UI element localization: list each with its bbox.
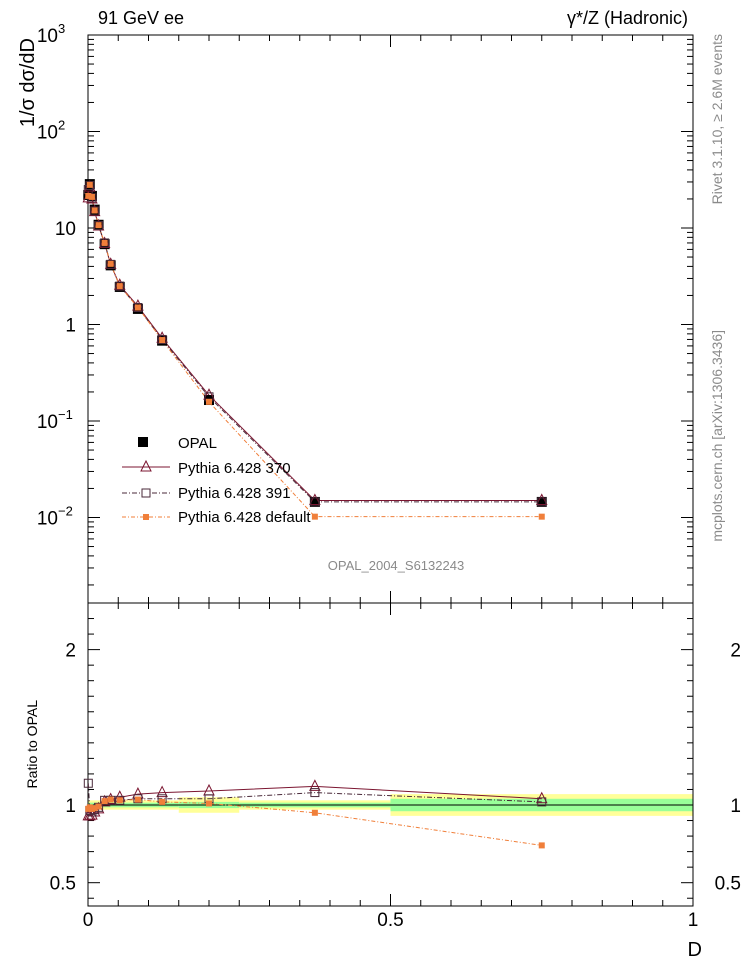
ratio-point-s2-12 <box>538 842 545 849</box>
ratio-point-s2-8 <box>134 796 141 803</box>
uncertainty-bands <box>88 794 693 816</box>
ratio-point-s2-3 <box>91 805 98 812</box>
main-point-s3-10 <box>206 398 212 405</box>
ratio-ytick-label-right: 1 <box>730 796 741 817</box>
main-point-s3-9 <box>159 337 166 344</box>
legend: OPAL Pythia 6.428 370 Pythia 6.428 391 P… <box>122 435 311 526</box>
legend-label-370: Pythia 6.428 370 <box>178 460 291 477</box>
main-ylabel: 1/σ dσ/dD <box>17 38 39 127</box>
axis-ticks <box>87 34 694 906</box>
main-point-s2-6 <box>106 259 116 269</box>
ratio-ylabel: Ratio to OPAL <box>24 700 40 789</box>
main-point-s2-8 <box>133 303 143 313</box>
main-ytick-label: 10 <box>55 219 76 240</box>
legend-label-opal: OPAL <box>178 435 217 452</box>
ratio-point-s0-10 <box>203 783 215 796</box>
main-ytick-label: 1 <box>65 315 76 336</box>
main-ytick-exponent: 2 <box>58 117 65 132</box>
ratio-point-s2-4 <box>95 803 102 810</box>
xtick-label: 0 <box>83 910 94 931</box>
main-point-s3-1 <box>86 181 93 188</box>
x-axis-label: D <box>688 939 702 961</box>
legend-marker-default <box>143 514 149 520</box>
legend-marker-370 <box>140 459 152 472</box>
ratio-point-s1-11 <box>310 788 320 798</box>
ratio-point-s2-9 <box>159 798 166 805</box>
main-point-s3-5 <box>101 239 108 246</box>
main-point-s3-7 <box>116 283 123 290</box>
main-point-s3-4 <box>95 222 102 229</box>
header-left: 91 GeV ee <box>98 8 184 28</box>
ratio-point-s2-7 <box>116 797 123 804</box>
main-point-s2-1 <box>85 181 95 191</box>
main-ytick-exponent: −2 <box>58 503 73 518</box>
main-point-s3-3 <box>91 207 98 214</box>
main-point-s2-9 <box>157 334 167 344</box>
legend-label-default: Pythia 6.428 default <box>178 509 311 526</box>
ratio-point-s0-11 <box>309 779 321 791</box>
main-point-s1-12 <box>535 493 548 506</box>
main-point-s2-3 <box>90 206 100 216</box>
ratio-ytick-label-left: 1 <box>65 796 76 817</box>
main-point-s2-12 <box>537 497 547 507</box>
ratio-point-s0-9 <box>156 785 168 798</box>
main-ytick-label: 10 <box>37 122 58 143</box>
main-point-s1-11 <box>309 493 321 506</box>
ratio-point-s2-6 <box>107 796 114 803</box>
main-line-2 <box>87 183 542 503</box>
ratio-frame <box>87 602 694 907</box>
main-ytick-exponent: −1 <box>58 407 73 422</box>
watermark: OPAL_2004_S6132243 <box>328 558 464 573</box>
ratio-point-s2-5 <box>101 798 108 805</box>
main-point-s2-7 <box>115 281 125 291</box>
main-point-s3-6 <box>107 260 114 267</box>
ratio-point-s1-0 <box>83 778 93 788</box>
main-point-s3-0 <box>85 192 92 199</box>
xtick-label: 0.5 <box>377 910 403 931</box>
main-point-s2-4 <box>94 221 104 231</box>
main-ytick-label: 10 <box>37 412 58 433</box>
ratio-point-s1-12 <box>537 797 547 807</box>
main-point-s2-5 <box>100 238 110 248</box>
main-ytick-exponent: 3 <box>58 21 65 36</box>
header-right: γ*/Z (Hadronic) <box>567 8 688 28</box>
main-ytick-label: 10 <box>37 508 58 529</box>
ratio-ytick-label-right: 0.5 <box>715 874 741 895</box>
main-point-s3-12 <box>538 513 545 520</box>
legend-label-391: Pythia 6.428 391 <box>178 485 291 502</box>
main-point-s3-8 <box>134 304 141 311</box>
series-markers <box>82 179 548 849</box>
ratio-ytick-label-left: 0.5 <box>50 874 76 895</box>
ratio-point-s2-10 <box>206 800 212 807</box>
ratio-point-s1-8 <box>133 794 143 804</box>
ratio-ytick-label-right: 2 <box>730 641 741 662</box>
main-point-s3-11 <box>311 513 318 520</box>
ratio-point-s2-11 <box>311 809 318 816</box>
legend-marker-opal <box>138 437 148 447</box>
ratio-point-s1-7 <box>115 795 125 805</box>
main-point-s0-11 <box>309 496 320 507</box>
xtick-label: 1 <box>688 910 699 931</box>
main-point-s3-2 <box>88 193 95 200</box>
ratio-ytick-label-left: 2 <box>65 641 76 662</box>
main-ytick-label: 10 <box>37 26 58 47</box>
mcplots-label: mcplots.cern.ch [arXiv:1306.3436] <box>709 330 725 542</box>
rivet-label: Rivet 3.1.10, ≥ 2.6M events <box>709 34 725 204</box>
main-point-s2-11 <box>310 497 320 507</box>
main-line-1 <box>87 187 542 502</box>
main-point-s0-12 <box>536 496 547 507</box>
legend-marker-391 <box>141 488 151 498</box>
